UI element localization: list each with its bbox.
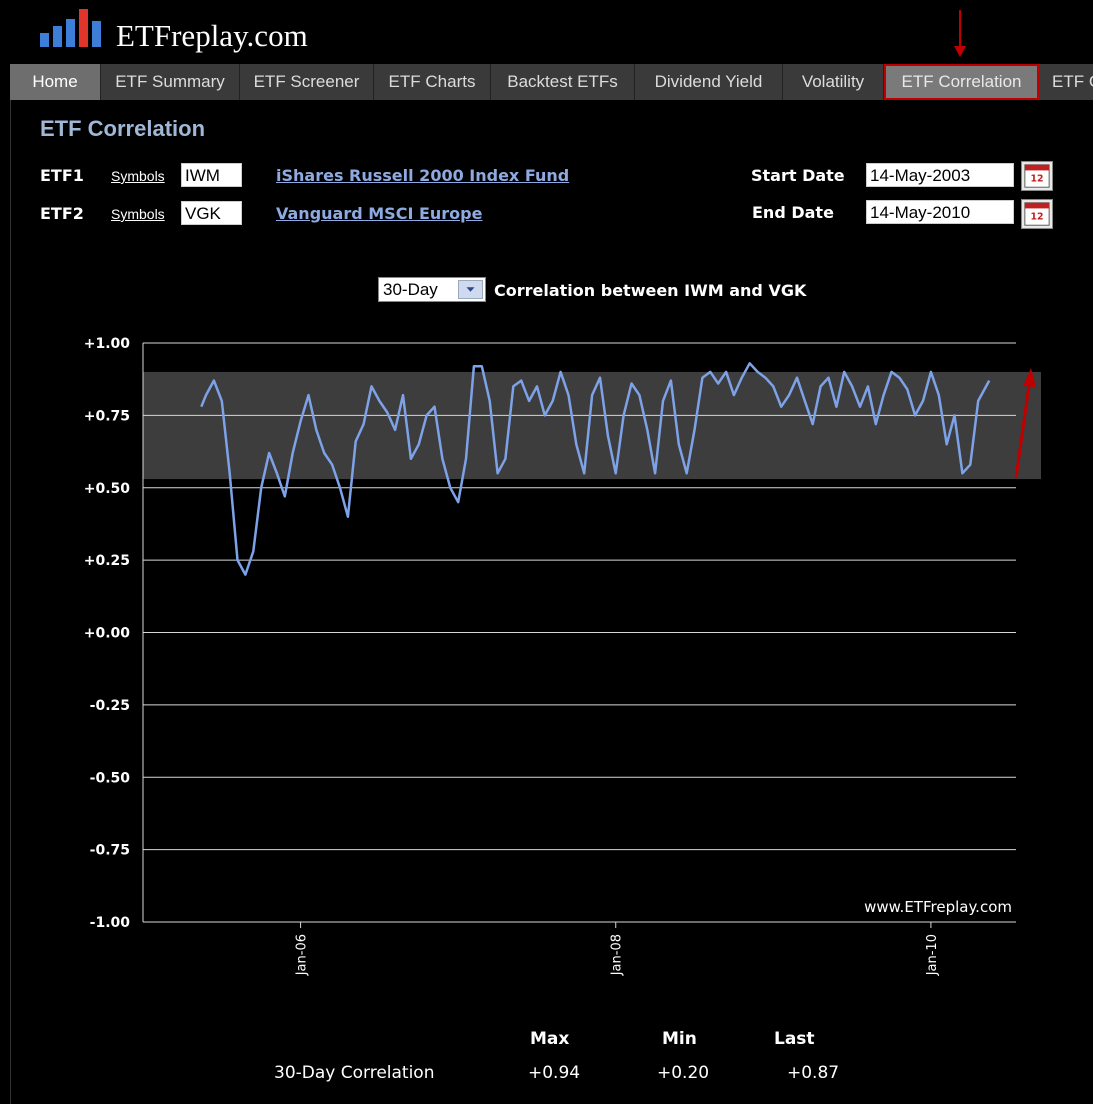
y-tick-label: -0.50 <box>90 770 131 786</box>
end-date-input[interactable]: 14-May-2010 <box>866 200 1014 224</box>
start-date-input[interactable]: 14-May-2003 <box>866 163 1014 187</box>
page-title: ETF Correlation <box>40 116 206 141</box>
nav-etf-more[interactable]: ETF C <box>1039 64 1093 100</box>
annotation-arrow-head <box>1023 368 1036 387</box>
stat-row-label: 30-Day Correlation <box>274 1063 435 1083</box>
period-select[interactable]: 30-Day <box>378 277 486 302</box>
x-tick-label: Jan-10 <box>925 934 940 976</box>
svg-text:12: 12 <box>1031 212 1044 223</box>
correlation-series-line <box>200 362 991 576</box>
stat-value-max: +0.94 <box>528 1063 581 1083</box>
start-date-label: Start Date <box>751 166 845 185</box>
end-date-label: End Date <box>752 203 834 222</box>
y-tick-label: +0.50 <box>84 481 131 497</box>
y-tick-label: +0.00 <box>84 626 131 642</box>
chevron-down-icon[interactable] <box>458 280 483 299</box>
etf2-fund-link[interactable]: Vanguard MSCI Europe <box>276 204 483 223</box>
end-date-calendar-icon[interactable]: 12 <box>1021 199 1053 229</box>
site-logo-icon[interactable] <box>40 9 106 49</box>
nav-etf-summary[interactable]: ETF Summary <box>101 64 240 100</box>
stat-header-max: Max <box>530 1029 570 1049</box>
y-tick-label: +0.75 <box>84 408 130 424</box>
site-name[interactable]: ETFreplay.com <box>116 18 308 53</box>
nav-backtest-etfs[interactable]: Backtest ETFs <box>491 64 635 100</box>
svg-text:12: 12 <box>1031 174 1044 185</box>
etf1-symbols-link[interactable]: Symbols <box>111 168 165 184</box>
y-tick-label: -0.75 <box>90 843 130 859</box>
stat-header-last: Last <box>774 1029 815 1049</box>
y-tick-label: +0.25 <box>84 553 130 569</box>
nav-etf-charts[interactable]: ETF Charts <box>374 64 491 100</box>
y-tick-label: -0.25 <box>90 698 130 714</box>
annotation-arrow-icon <box>954 10 966 57</box>
main-nav: Home ETF Summary ETF Screener ETF Charts… <box>10 64 1093 100</box>
nav-dividend-yield[interactable]: Dividend Yield <box>635 64 783 100</box>
stat-header-min: Min <box>662 1029 697 1049</box>
nav-etf-screener[interactable]: ETF Screener <box>240 64 374 100</box>
etf1-fund-link[interactable]: iShares Russell 2000 Index Fund <box>276 166 570 185</box>
nav-volatility[interactable]: Volatility <box>783 64 884 100</box>
x-tick-label: Jan-06 <box>295 934 310 976</box>
highlight-band <box>143 371 1041 480</box>
etf2-symbols-link[interactable]: Symbols <box>111 206 165 222</box>
chart-title: Correlation between IWM and VGK <box>494 281 807 300</box>
annotation-arrow-line <box>1014 377 1032 479</box>
y-tick-label: -1.00 <box>90 915 131 931</box>
y-tick-label: +1.00 <box>84 336 131 352</box>
start-date-calendar-icon[interactable]: 12 <box>1021 161 1053 191</box>
chart-watermark: www.ETFreplay.com <box>864 898 1012 916</box>
etf2-label: ETF2 <box>40 204 84 223</box>
period-select-value: 30-Day <box>383 280 438 299</box>
page-border <box>10 100 11 1104</box>
x-tick-label: Jan-08 <box>610 934 625 976</box>
etf2-symbol-input[interactable]: VGK <box>181 201 242 225</box>
nav-home[interactable]: Home <box>10 64 101 100</box>
stat-value-last: +0.87 <box>787 1063 840 1083</box>
nav-etf-correlation[interactable]: ETF Correlation <box>884 64 1039 100</box>
etf1-symbol-input[interactable]: IWM <box>181 163 242 187</box>
etf1-label: ETF1 <box>40 166 84 185</box>
correlation-chart: +1.00 +0.75 +0.50 +0.25 +0.00 -0.25 -0.50 -0.75… <box>84 336 1041 976</box>
stat-value-min: +0.20 <box>657 1063 710 1083</box>
